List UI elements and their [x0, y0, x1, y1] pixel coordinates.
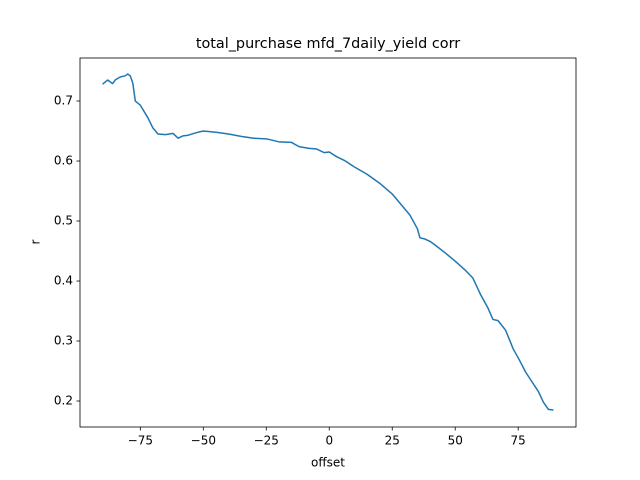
x-tick-label: −25: [254, 434, 279, 448]
x-tick-label: 75: [511, 434, 526, 448]
y-tick-label: 0.3: [54, 334, 73, 348]
y-axis-label: r: [29, 239, 43, 244]
y-tick-label: 0.2: [54, 394, 73, 408]
chart-title: total_purchase mfd_7daily_yield corr: [196, 36, 460, 52]
x-tick-label: 50: [448, 434, 463, 448]
x-axis-label: offset: [311, 456, 345, 470]
y-tick-label: 0.4: [54, 274, 73, 288]
x-tick-label: −75: [128, 434, 153, 448]
plot-frame: [79, 57, 577, 428]
y-tick-label: 0.6: [54, 154, 73, 168]
x-tick-label: 0: [325, 434, 333, 448]
line-series: [102, 73, 554, 411]
y-tick-label: 0.5: [54, 214, 73, 228]
y-tick-label: 0.7: [54, 94, 73, 108]
x-tick-label: −50: [191, 434, 216, 448]
x-tick-label: 25: [385, 434, 400, 448]
